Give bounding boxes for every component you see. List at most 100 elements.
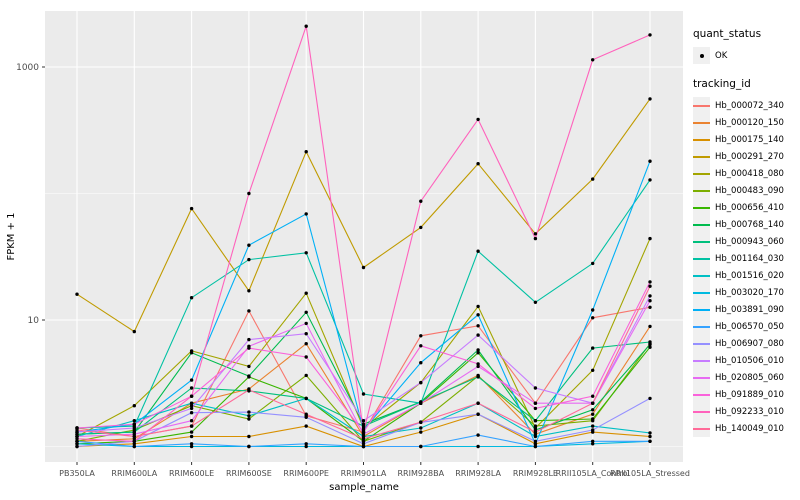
data-point[interactable]	[533, 430, 538, 434]
data-point[interactable]	[648, 280, 652, 284]
data-point[interactable]	[476, 433, 480, 437]
data-point[interactable]	[648, 431, 652, 435]
data-point[interactable]	[304, 355, 308, 359]
data-point[interactable]	[304, 332, 308, 336]
data-point[interactable]	[419, 225, 423, 230]
data-point[interactable]	[189, 442, 194, 446]
data-point[interactable]	[189, 394, 194, 398]
data-point[interactable]	[591, 442, 595, 446]
data-point[interactable]	[648, 178, 652, 182]
data-point[interactable]	[247, 337, 251, 342]
data-point[interactable]	[648, 33, 652, 37]
data-point[interactable]	[591, 408, 595, 412]
data-point[interactable]	[533, 232, 538, 236]
data-point[interactable]	[189, 351, 194, 355]
data-point[interactable]	[533, 236, 538, 241]
data-point[interactable]	[247, 388, 251, 392]
data-point[interactable]	[476, 362, 480, 366]
data-point[interactable]	[247, 191, 251, 196]
data-point[interactable]	[361, 419, 366, 423]
data-point[interactable]	[304, 412, 308, 416]
data-point[interactable]	[476, 444, 480, 449]
data-point[interactable]	[648, 340, 652, 344]
data-point[interactable]	[132, 404, 136, 408]
legend-entry[interactable]: Hb_000120_150	[693, 114, 799, 131]
data-point[interactable]	[304, 424, 308, 428]
legend-entry[interactable]: Hb_001516_020	[693, 267, 799, 284]
data-point[interactable]	[476, 348, 480, 352]
data-point[interactable]	[247, 289, 251, 293]
data-point[interactable]	[361, 424, 366, 428]
data-point[interactable]	[247, 243, 251, 247]
data-point[interactable]	[75, 437, 79, 441]
data-point[interactable]	[189, 424, 194, 428]
legend-entry[interactable]: Hb_020805_060	[693, 369, 799, 386]
data-point[interactable]	[419, 426, 423, 430]
legend-entry[interactable]: Hb_000656_410	[693, 199, 799, 216]
data-point[interactable]	[304, 396, 308, 401]
data-point[interactable]	[591, 417, 595, 421]
legend-entry[interactable]: Hb_006570_050	[693, 318, 799, 335]
data-point[interactable]	[648, 439, 652, 443]
data-point[interactable]	[648, 284, 652, 288]
data-point[interactable]	[419, 420, 423, 424]
data-point[interactable]	[189, 404, 194, 408]
data-point[interactable]	[591, 412, 595, 416]
data-point[interactable]	[189, 444, 194, 449]
data-point[interactable]	[533, 439, 538, 443]
data-point[interactable]	[75, 442, 79, 446]
data-point[interactable]	[132, 419, 136, 423]
data-point[interactable]	[591, 316, 595, 320]
data-point[interactable]	[247, 410, 251, 414]
data-point[interactable]	[132, 439, 136, 443]
legend-entry[interactable]: Hb_001164_030	[693, 250, 799, 267]
data-point[interactable]	[247, 346, 251, 350]
legend-entry[interactable]: Hb_000291_270	[693, 148, 799, 165]
data-point[interactable]	[476, 333, 480, 337]
data-point[interactable]	[75, 428, 79, 432]
data-point[interactable]	[648, 236, 652, 241]
legend-entry[interactable]: Hb_000483_090	[693, 182, 799, 199]
data-point[interactable]	[247, 414, 251, 418]
data-point[interactable]	[476, 401, 480, 405]
data-point[interactable]	[247, 444, 251, 449]
data-point[interactable]	[419, 401, 423, 405]
legend-entry[interactable]: Hb_140049_010	[693, 420, 799, 437]
legend-entry[interactable]: Hb_000943_060	[693, 233, 799, 250]
data-point[interactable]	[304, 251, 308, 255]
data-point[interactable]	[247, 257, 251, 262]
data-point[interactable]	[476, 162, 480, 166]
data-point[interactable]	[247, 364, 251, 369]
data-point[interactable]	[648, 97, 652, 101]
data-point[interactable]	[476, 412, 480, 416]
data-point[interactable]	[419, 380, 423, 385]
data-point[interactable]	[132, 426, 136, 430]
legend-entry[interactable]: Hb_003891_090	[693, 301, 799, 318]
data-point[interactable]	[591, 439, 595, 443]
data-point[interactable]	[304, 444, 308, 449]
data-point[interactable]	[419, 344, 423, 348]
data-point[interactable]	[189, 419, 194, 423]
data-point[interactable]	[361, 430, 366, 434]
data-point[interactable]	[304, 321, 308, 326]
data-point[interactable]	[419, 199, 423, 203]
data-point[interactable]	[419, 444, 423, 449]
legend-entry[interactable]: Hb_006907_080	[693, 335, 799, 352]
data-point[interactable]	[189, 406, 194, 411]
data-point[interactable]	[132, 442, 136, 446]
data-point[interactable]	[304, 373, 308, 378]
data-point[interactable]	[361, 392, 366, 396]
data-point[interactable]	[189, 206, 194, 211]
data-point[interactable]	[648, 342, 652, 347]
data-point[interactable]	[476, 117, 480, 122]
data-point[interactable]	[533, 419, 538, 423]
data-point[interactable]	[189, 378, 194, 382]
data-point[interactable]	[132, 329, 136, 334]
data-point[interactable]	[533, 424, 538, 428]
legend-entry[interactable]: Hb_000072_340	[693, 97, 799, 114]
legend-entry[interactable]: Hb_003020_170	[693, 284, 799, 301]
data-point[interactable]	[132, 422, 136, 426]
data-point[interactable]	[132, 444, 136, 449]
data-point[interactable]	[189, 386, 194, 390]
legend-item-ok[interactable]: OK	[693, 47, 799, 64]
